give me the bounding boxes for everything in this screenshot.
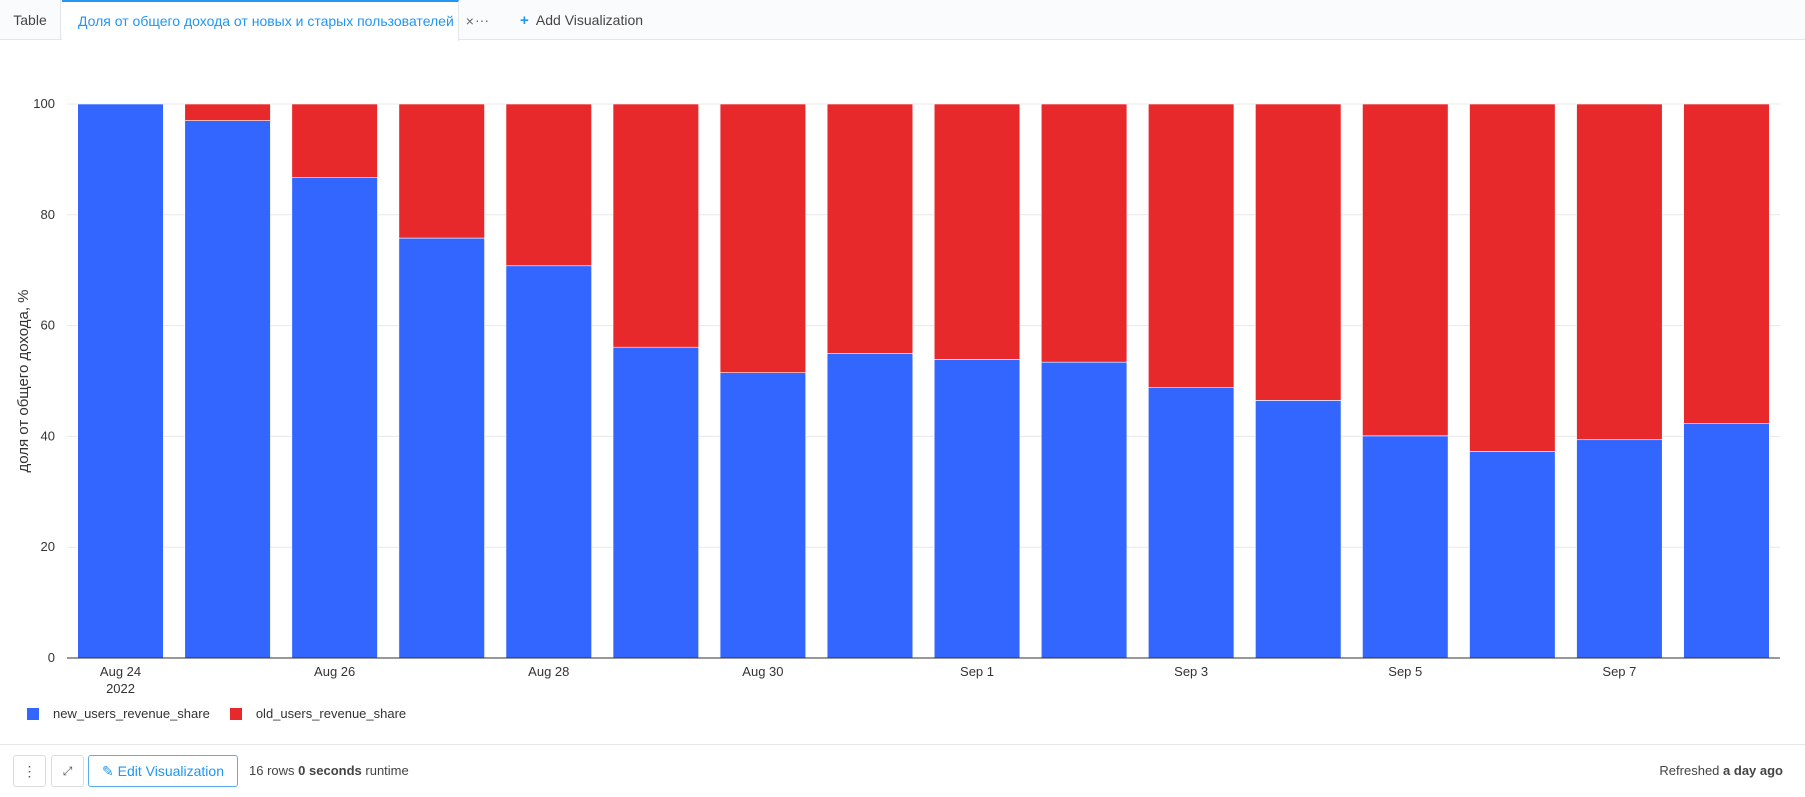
edit-visualization-label: Edit Visualization [117, 763, 224, 779]
legend-swatch-new [27, 707, 39, 720]
legend-swatch-old [229, 707, 242, 720]
bar-new [612, 346, 699, 659]
edit-icon: ✎ [102, 763, 114, 779]
bar-old [184, 103, 271, 121]
visualization-footer: ⋮ ⤢ ✎ Edit Visualization 16 rows 0 secon… [0, 744, 1805, 797]
x-tick-label: Aug 26 [314, 664, 355, 679]
bar-new [184, 120, 271, 659]
revenue-share-chart: 0 20 40 60 80 100 Aug 24 2022 Aug 26 Aug 28 Aug 3… [15, 96, 1780, 696]
bar-old [1362, 103, 1449, 437]
bar-new [1683, 423, 1770, 659]
rows-count: 16 [249, 763, 264, 778]
bar-old [826, 103, 914, 354]
bar-new [291, 177, 378, 659]
refreshed-prefix: Refreshed [1659, 763, 1720, 778]
bar-new [1040, 361, 1128, 659]
legend-item-new[interactable]: new_users_revenue_share [27, 706, 210, 721]
bar-old [1148, 103, 1235, 388]
x-tick-label: Sep 7 [1602, 664, 1636, 679]
edit-visualization-button[interactable]: ✎ Edit Visualization [88, 755, 238, 787]
y-tick-label: 20 [41, 539, 55, 554]
bar-new [1148, 387, 1235, 659]
bar-old [291, 103, 378, 178]
expand-button[interactable]: ⤢ [51, 755, 84, 787]
legend-label-old: old_users_revenue_share [255, 706, 407, 721]
bar-new [398, 237, 485, 659]
add-visualization-button[interactable]: + Add Visualization [516, 0, 643, 40]
bar-new [1576, 439, 1663, 659]
x-tick-label: Sep 1 [960, 664, 994, 679]
bar-new [1255, 400, 1342, 659]
bar-new [719, 372, 807, 659]
y-tick-label: 100 [33, 96, 55, 111]
y-tick-label: 0 [48, 650, 55, 665]
chart-legend: new_users_revenue_share old_users_revenu… [27, 706, 426, 721]
y-axis-label: доля от общего дохода, % [15, 290, 32, 473]
legend-label-new: new_users_revenue_share [53, 706, 210, 721]
x-tick-label: Sep 5 [1388, 664, 1422, 679]
query-runtime-info: 16 rows 0 seconds runtime [249, 755, 409, 787]
visualization-tabs: Table Доля от общего дохода от новых и с… [0, 0, 1805, 41]
x-tick-sublabel: 2022 [106, 681, 135, 696]
bar-old [1683, 103, 1770, 424]
bar-old [933, 103, 1021, 360]
bar-old [719, 103, 807, 373]
x-tick-label: Aug 28 [528, 664, 569, 679]
x-tick-label: Aug 24 [100, 664, 141, 679]
x-tick-label: Aug 30 [742, 664, 783, 679]
bar-new [505, 265, 592, 659]
bar-new [1469, 451, 1556, 659]
bar-old [398, 103, 485, 239]
add-visualization-label: Add Visualization [535, 12, 644, 28]
close-icon[interactable]: × [465, 13, 474, 29]
menu-button[interactable]: ⋮ [13, 755, 46, 787]
y-tick-label: 80 [41, 207, 55, 222]
vertical-dots-icon: ⋮ [22, 763, 37, 779]
tab-table[interactable]: Table [0, 0, 61, 40]
rows-word: rows [267, 763, 295, 778]
bar-old [1469, 103, 1556, 452]
more-tabs-button[interactable]: ··· [475, 12, 489, 28]
bar-old [1576, 103, 1663, 441]
tab-revenue-share-label: Доля от общего дохода от новых и старых … [78, 13, 454, 29]
x-tick-label: Sep 3 [1174, 664, 1208, 679]
y-axis-ticks: 0 20 40 60 80 100 [33, 96, 55, 665]
bar-new [77, 103, 164, 659]
plus-icon: + [520, 12, 529, 29]
tab-revenue-share[interactable]: Доля от общего дохода от новых и старых … [62, 0, 474, 41]
bar-old [505, 103, 592, 267]
x-axis-ticks: Aug 24 2022 Aug 26 Aug 28 Aug 30 Sep 1 Sep 3 Se… [100, 664, 1636, 696]
bar-old [612, 103, 699, 348]
legend-item-old[interactable]: old_users_revenue_share [229, 706, 407, 721]
y-tick-label: 40 [41, 428, 55, 443]
y-tick-label: 60 [41, 318, 55, 333]
bar-new [1362, 435, 1449, 659]
bar-new [826, 352, 914, 659]
refreshed-value: a day ago [1723, 763, 1783, 778]
expand-icon: ⤢ [62, 764, 73, 778]
bar-new [933, 359, 1021, 659]
runtime-value: 0 seconds [298, 763, 362, 778]
bars [77, 103, 1770, 659]
refreshed-info: Refreshed a day ago [1659, 755, 1783, 787]
bar-old [1040, 103, 1128, 363]
runtime-word: runtime [365, 763, 409, 778]
bar-old [1255, 103, 1342, 401]
